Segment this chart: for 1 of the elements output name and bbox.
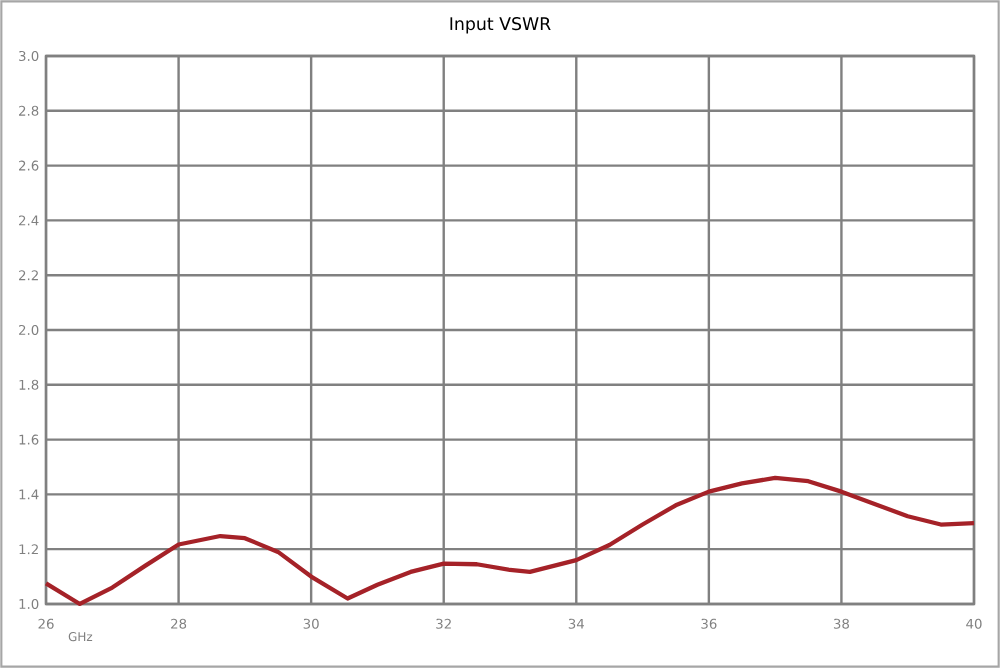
chart-title: Input VSWR: [450, 17, 551, 34]
